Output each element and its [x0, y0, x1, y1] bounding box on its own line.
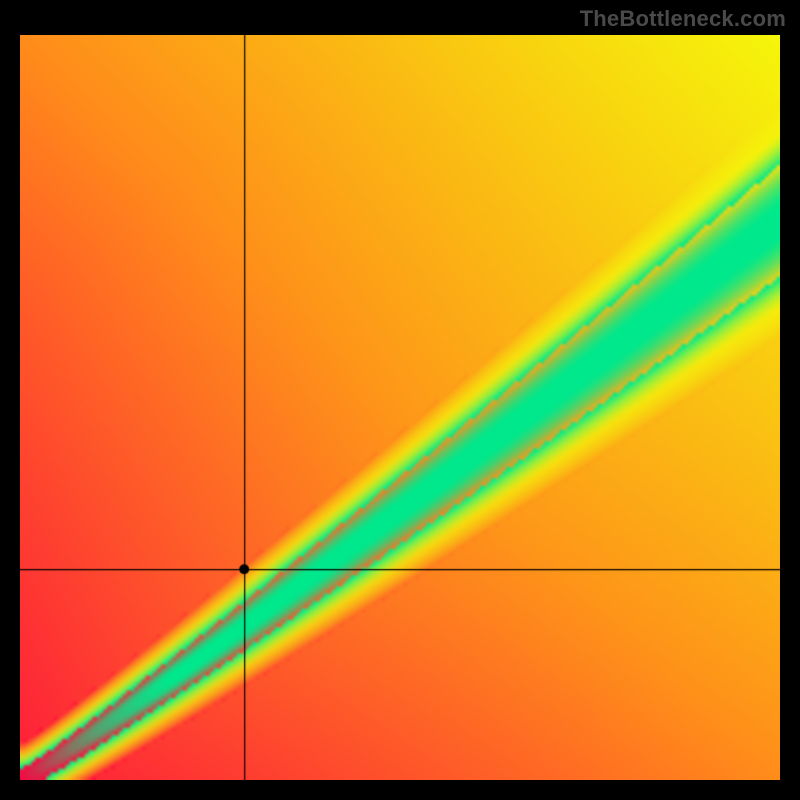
- chart-stage: TheBottleneck.com: [0, 0, 800, 800]
- watermark-text: TheBottleneck.com: [580, 6, 786, 32]
- crosshair-overlay: [20, 35, 780, 780]
